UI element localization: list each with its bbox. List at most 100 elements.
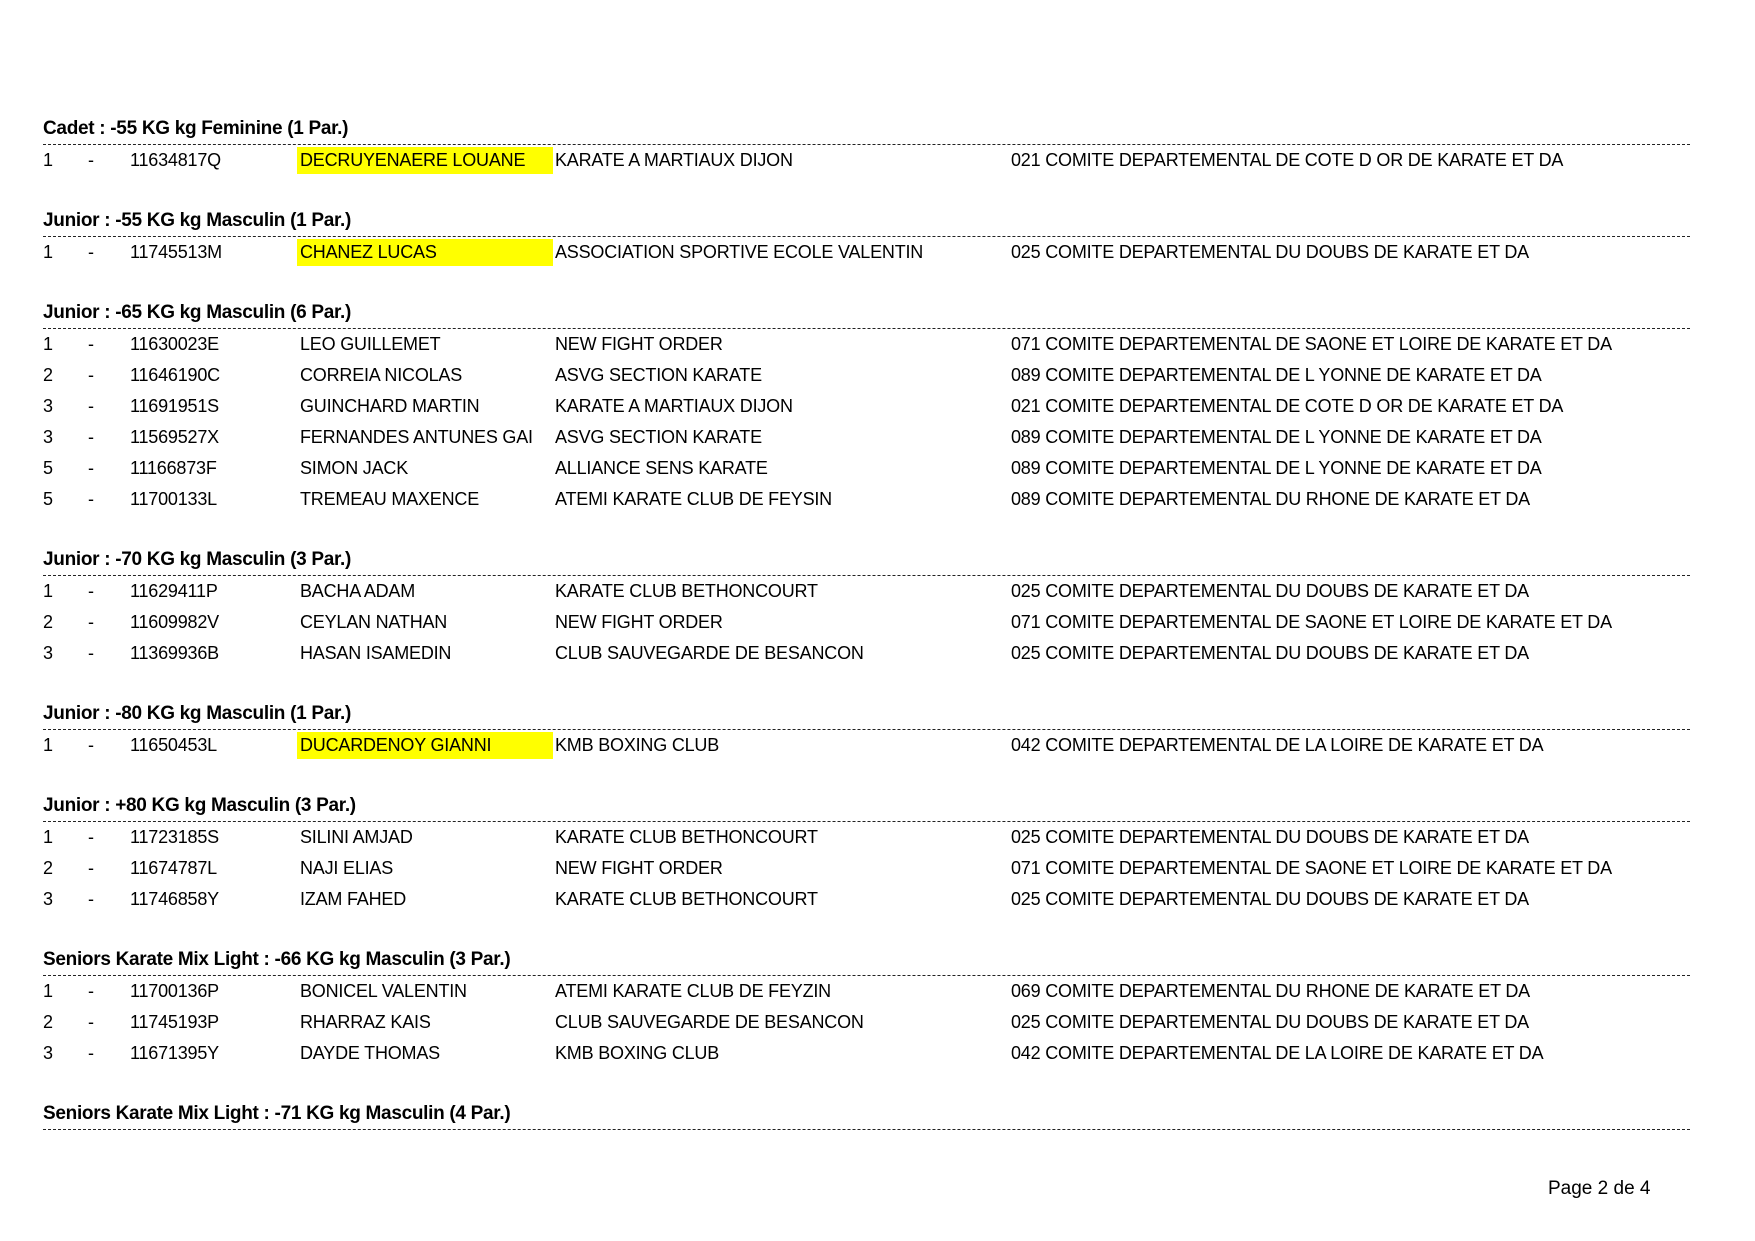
rank-cell: 5 bbox=[43, 489, 53, 509]
results-document: Cadet : -55 KG kg Feminine (1 Par.) 1 - 116… bbox=[43, 113, 1690, 1159]
club-cell: KMB BOXING CLUB bbox=[555, 1043, 720, 1063]
separator-cell: - bbox=[88, 612, 94, 632]
committee-cell: 025 COMITE DEPARTEMENTAL DU DOUBS DE KAR… bbox=[1011, 581, 1529, 601]
license-id-cell: 11700133L bbox=[130, 489, 217, 509]
result-row: 1 - 11630023E LEO GUILLEMET NEW FIGHT ORDER 0… bbox=[43, 329, 1690, 360]
committee-cell: 071 COMITE DEPARTEMENTAL DE SAONE ET LOI… bbox=[1011, 612, 1612, 632]
athlete-name-cell: GUINCHARD MARTIN bbox=[300, 396, 480, 416]
result-row: 2 - 11745193P RHARRAZ KAIS CLUB SAUVEGARDE D… bbox=[43, 1007, 1690, 1038]
result-row: 3 - 11369936B HASAN ISAMEDIN CLUB SAUVEGARDE… bbox=[43, 638, 1690, 669]
page-number: Page 2 de 4 bbox=[1548, 1178, 1651, 1199]
club-cell: NEW FIGHT ORDER bbox=[555, 858, 723, 878]
club-cell: ASVG SECTION KARATE bbox=[555, 365, 762, 385]
license-id-cell: 11650453L bbox=[130, 735, 217, 755]
committee-cell: 025 COMITE DEPARTEMENTAL DU DOUBS DE KAR… bbox=[1011, 889, 1529, 909]
separator-cell: - bbox=[88, 1012, 94, 1032]
athlete-name-cell: SIMON JACK bbox=[300, 458, 409, 478]
license-id-cell: 11745193P bbox=[130, 1012, 219, 1032]
result-row: 1 - 11629411P BACHA ADAM KARATE CLUB BETHONC… bbox=[43, 576, 1690, 607]
athlete-name-cell: HASAN ISAMEDIN bbox=[300, 643, 452, 663]
athlete-name-cell: BACHA ADAM bbox=[300, 581, 416, 601]
result-row: 3 - 11569527X FERNANDES ANTUNES GAI ASVG SEC… bbox=[43, 422, 1690, 453]
separator-cell: - bbox=[88, 858, 94, 878]
committee-cell: 021 COMITE DEPARTEMENTAL DE COTE D OR DE… bbox=[1011, 396, 1564, 416]
category-group: Junior : -70 KG kg Masculin (3 Par.) 1 - 11… bbox=[43, 544, 1690, 669]
category-title: Junior : +80 KG kg Masculin (3 Par.) bbox=[43, 790, 1690, 822]
rank-cell: 2 bbox=[43, 858, 53, 878]
result-row: 5 - 11166873F SIMON JACK ALLIANCE SENS KARAT… bbox=[43, 453, 1690, 484]
license-id-cell: 11629411P bbox=[130, 581, 218, 601]
rank-cell: 1 bbox=[43, 735, 53, 755]
committee-cell: 089 COMITE DEPARTEMENTAL DE L YONNE DE K… bbox=[1011, 365, 1542, 385]
separator-cell: - bbox=[88, 735, 94, 755]
result-row: 1 - 11700136P BONICEL VALENTIN ATEMI KARATE … bbox=[43, 976, 1690, 1007]
rank-cell: 1 bbox=[43, 981, 53, 1001]
athlete-name-cell: RHARRAZ KAIS bbox=[300, 1012, 431, 1032]
club-cell: KMB BOXING CLUB bbox=[555, 735, 720, 755]
club-cell: KARATE CLUB BETHONCOURT bbox=[555, 581, 818, 601]
club-cell: KARATE CLUB BETHONCOURT bbox=[555, 827, 818, 847]
result-row: 1 - 11723185S SILINI AMJAD KARATE CLUB BETHO… bbox=[43, 822, 1690, 853]
club-cell: ASSOCIATION SPORTIVE ECOLE VALENTIN bbox=[555, 242, 924, 262]
athlete-name-cell: CHANEZ LUCAS bbox=[297, 239, 553, 266]
category-title: Junior : -70 KG kg Masculin (3 Par.) bbox=[43, 544, 1690, 576]
athlete-name-cell: DUCARDENOY GIANNI bbox=[297, 732, 553, 759]
result-row: 2 - 11609982V CEYLAN NATHAN NEW FIGHT ORDER 0… bbox=[43, 607, 1690, 638]
result-row: 2 - 11646190C CORREIA NICOLAS ASVG SECTION K… bbox=[43, 360, 1690, 391]
result-row: 1 - 11650453L DUCARDENOY GIANNI KMB BOXING C… bbox=[43, 730, 1690, 761]
athlete-name-cell: CORREIA NICOLAS bbox=[300, 365, 463, 385]
result-row: 2 - 11674787L NAJI ELIAS NEW FIGHT ORDER 071 … bbox=[43, 853, 1690, 884]
license-id-cell: 11674787L bbox=[130, 858, 217, 878]
license-id-cell: 11634817Q bbox=[130, 150, 221, 170]
rank-cell: 3 bbox=[43, 1043, 53, 1063]
club-cell: ATEMI KARATE CLUB DE FEYZIN bbox=[555, 981, 831, 1001]
result-row: 5 - 11700133L TREMEAU MAXENCE ATEMI KARATE C… bbox=[43, 484, 1690, 515]
committee-cell: 089 COMITE DEPARTEMENTAL DU RHONE DE KAR… bbox=[1011, 489, 1530, 509]
committee-cell: 069 COMITE DEPARTEMENTAL DU RHONE DE KAR… bbox=[1011, 981, 1530, 1001]
result-row: 3 - 11671395Y DAYDE THOMAS KMB BOXING CLUB 04… bbox=[43, 1038, 1690, 1069]
athlete-name-cell: CEYLAN NATHAN bbox=[300, 612, 448, 632]
athlete-name-cell: DAYDE THOMAS bbox=[300, 1043, 440, 1063]
rank-cell: 2 bbox=[43, 1012, 53, 1032]
license-id-cell: 11369936B bbox=[130, 643, 219, 663]
category-title: Seniors Karate Mix Light : -71 KG kg Mas… bbox=[43, 1098, 1690, 1130]
license-id-cell: 11609982V bbox=[130, 612, 219, 632]
club-cell: KARATE A MARTIAUX DIJON bbox=[555, 396, 793, 416]
category-group: Junior : -65 KG kg Masculin (6 Par.) 1 - 11… bbox=[43, 297, 1690, 515]
club-cell: CLUB SAUVEGARDE DE BESANCON bbox=[555, 643, 864, 663]
committee-cell: 089 COMITE DEPARTEMENTAL DE L YONNE DE K… bbox=[1011, 458, 1542, 478]
committee-cell: 025 COMITE DEPARTEMENTAL DU DOUBS DE KAR… bbox=[1011, 242, 1529, 262]
rank-cell: 5 bbox=[43, 458, 53, 478]
license-id-cell: 11691951S bbox=[130, 396, 219, 416]
separator-cell: - bbox=[88, 427, 94, 447]
club-cell: ALLIANCE SENS KARATE bbox=[555, 458, 768, 478]
category-title: Seniors Karate Mix Light : -66 KG kg Mas… bbox=[43, 944, 1690, 976]
club-cell: KARATE CLUB BETHONCOURT bbox=[555, 889, 818, 909]
separator-cell: - bbox=[88, 458, 94, 478]
license-id-cell: 11646190C bbox=[130, 365, 220, 385]
club-cell: CLUB SAUVEGARDE DE BESANCON bbox=[555, 1012, 864, 1032]
category-title: Junior : -55 KG kg Masculin (1 Par.) bbox=[43, 205, 1690, 237]
license-id-cell: 11746858Y bbox=[130, 889, 219, 909]
license-id-cell: 11630023E bbox=[130, 334, 219, 354]
committee-cell: 025 COMITE DEPARTEMENTAL DU DOUBS DE KAR… bbox=[1011, 643, 1529, 663]
separator-cell: - bbox=[88, 334, 94, 354]
athlete-name-cell: DECRUYENAERE LOUANE bbox=[297, 147, 553, 174]
club-cell: KARATE A MARTIAUX DIJON bbox=[555, 150, 793, 170]
license-id-cell: 11671395Y bbox=[130, 1043, 219, 1063]
separator-cell: - bbox=[88, 981, 94, 1001]
separator-cell: - bbox=[88, 365, 94, 385]
separator-cell: - bbox=[88, 150, 94, 170]
committee-cell: 071 COMITE DEPARTEMENTAL DE SAONE ET LOI… bbox=[1011, 334, 1612, 354]
result-row: 3 - 11691951S GUINCHARD MARTIN KARATE A MART… bbox=[43, 391, 1690, 422]
athlete-name-cell: NAJI ELIAS bbox=[300, 858, 394, 878]
separator-cell: - bbox=[88, 489, 94, 509]
committee-cell: 089 COMITE DEPARTEMENTAL DE L YONNE DE K… bbox=[1011, 427, 1542, 447]
category-title: Cadet : -55 KG kg Feminine (1 Par.) bbox=[43, 113, 1690, 145]
committee-cell: 025 COMITE DEPARTEMENTAL DU DOUBS DE KAR… bbox=[1011, 1012, 1529, 1032]
committee-cell: 042 COMITE DEPARTEMENTAL DE LA LOIRE DE … bbox=[1011, 735, 1544, 755]
category-group: Seniors Karate Mix Light : -66 KG kg Mas… bbox=[43, 944, 1690, 1069]
club-cell: ATEMI KARATE CLUB DE FEYSIN bbox=[555, 489, 832, 509]
license-id-cell: 11723185S bbox=[130, 827, 219, 847]
license-id-cell: 11569527X bbox=[130, 427, 219, 447]
